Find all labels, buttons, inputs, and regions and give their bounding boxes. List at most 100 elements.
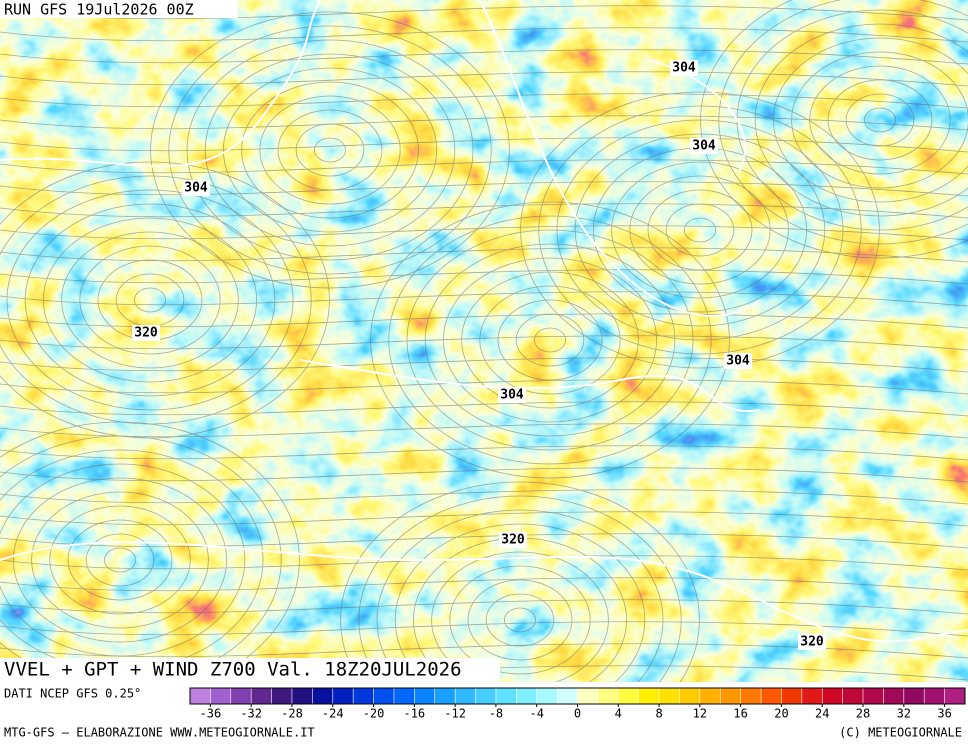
contour-label-box xyxy=(498,387,526,403)
color-swatch xyxy=(699,687,721,705)
contour-label-box xyxy=(670,60,698,76)
colorbar-tick-label: -20 xyxy=(363,707,385,721)
contour-label-box xyxy=(724,353,752,369)
contour-label-box xyxy=(499,532,527,548)
color-swatch xyxy=(617,687,640,705)
run-label: RUN GFS 19Jul2026 00Z xyxy=(4,1,194,19)
streamline xyxy=(376,509,664,682)
streamline xyxy=(0,71,968,87)
footer-left: MTG-GFS – ELABORAZIONE WWW.METEOGIORNALE… xyxy=(4,726,315,740)
streamline xyxy=(79,245,221,355)
streamline xyxy=(0,313,968,329)
contour-label: 320 xyxy=(134,326,158,341)
streamline xyxy=(340,481,700,682)
streamline xyxy=(611,161,789,299)
streamline xyxy=(85,533,155,587)
streamline xyxy=(104,547,137,573)
contour-label: 304 xyxy=(500,388,524,403)
color-swatch xyxy=(597,687,619,705)
streamline xyxy=(388,215,712,465)
color-swatch xyxy=(250,687,273,705)
contour-line xyxy=(0,541,968,643)
color-swatch xyxy=(495,687,517,705)
streamline xyxy=(845,93,915,147)
streamline xyxy=(0,335,968,351)
contour-line xyxy=(299,359,761,413)
header-box xyxy=(0,0,238,18)
streamline xyxy=(0,511,968,527)
color-swatch xyxy=(821,687,844,705)
colorbar-tick-label: 16 xyxy=(733,707,747,721)
streamline xyxy=(0,27,968,43)
contour-label: 304 xyxy=(672,61,696,76)
streamline xyxy=(515,313,585,367)
streamline xyxy=(31,491,209,629)
color-swatch xyxy=(189,687,211,705)
colorbar-tick-label: -32 xyxy=(240,707,262,721)
streamline xyxy=(754,23,968,217)
colorbar-tick-label: 0 xyxy=(574,707,581,721)
colorbar-tick-label: 28 xyxy=(856,707,870,721)
colorbar-tick-label: -28 xyxy=(281,707,303,721)
color-swatch xyxy=(719,687,742,705)
color-swatch xyxy=(454,687,477,705)
title-box xyxy=(0,658,500,682)
color-swatch xyxy=(760,687,783,705)
color-swatch xyxy=(393,687,415,705)
streamline xyxy=(431,551,609,682)
streamline xyxy=(449,565,591,675)
streamline xyxy=(0,379,968,395)
contour-label-box xyxy=(132,325,160,341)
colorbar-tick-label: -36 xyxy=(200,707,222,721)
streamline xyxy=(406,229,694,451)
streamline xyxy=(479,285,621,395)
streamline xyxy=(497,299,603,381)
streamline xyxy=(0,225,968,241)
streamline xyxy=(0,445,968,461)
streamline xyxy=(241,81,419,219)
streamline xyxy=(503,607,536,633)
streamline xyxy=(24,203,276,397)
streamline xyxy=(358,495,682,682)
contour-label: 320 xyxy=(800,635,824,650)
streamline xyxy=(186,39,474,261)
color-swatch xyxy=(210,687,232,705)
contour-label-box xyxy=(798,634,826,650)
geopotential-contours xyxy=(0,0,968,641)
color-swatch xyxy=(352,687,375,705)
colorbar-tick-label: -4 xyxy=(529,707,543,721)
colorbar: -36 -32 -28 -24 -20 -16 -12 -8 -4 0 4 8 12 16 20 24 28 32… xyxy=(189,687,966,721)
streamline xyxy=(773,37,968,203)
streamline xyxy=(0,489,968,505)
streamline xyxy=(6,189,294,411)
streamline xyxy=(49,505,191,615)
color-swatch xyxy=(842,687,864,705)
color-swatch xyxy=(903,687,925,705)
color-swatch xyxy=(291,687,313,705)
streamline xyxy=(67,519,173,601)
streamline xyxy=(0,421,300,682)
streamline xyxy=(0,643,968,659)
streamline xyxy=(133,287,166,313)
streamline xyxy=(0,401,968,417)
contour-line xyxy=(479,0,761,317)
streamline xyxy=(0,159,968,175)
color-swatch xyxy=(271,687,293,705)
color-swatch xyxy=(332,687,354,705)
streamline xyxy=(0,137,968,153)
streamline xyxy=(467,579,573,661)
streamline xyxy=(0,115,968,131)
streamline xyxy=(313,137,346,163)
streamline xyxy=(259,95,401,205)
streamline xyxy=(629,175,771,285)
streamline xyxy=(0,291,968,307)
streamline xyxy=(424,243,676,437)
streamline xyxy=(684,217,717,243)
contour-label-box xyxy=(182,180,210,196)
data-source: DATI NCEP GFS 0.25° xyxy=(4,687,141,701)
streamline xyxy=(61,231,239,369)
streamline xyxy=(485,593,555,647)
color-swatch xyxy=(230,687,252,705)
